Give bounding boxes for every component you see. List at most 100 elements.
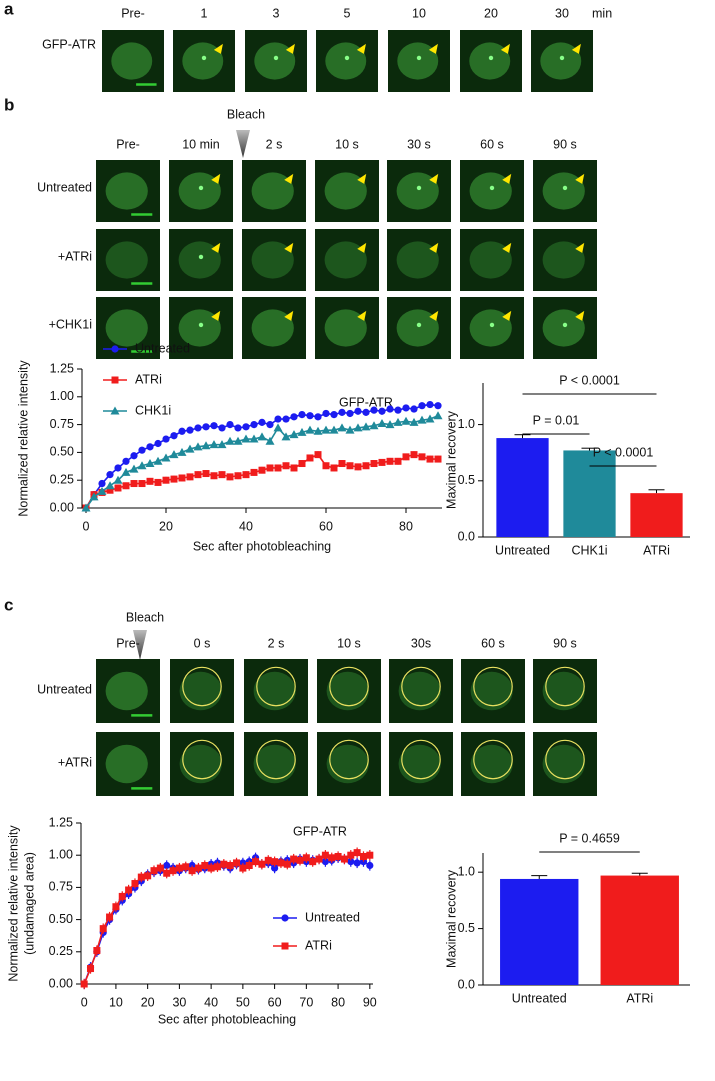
nucleus	[540, 42, 582, 80]
focus	[416, 55, 422, 61]
x-tick-label: 50	[236, 995, 250, 1009]
marker	[313, 426, 323, 435]
y-axis-label: Normalized relative intensity	[16, 360, 30, 517]
marker	[178, 427, 186, 435]
marker	[282, 462, 290, 470]
nucleus	[251, 241, 294, 279]
marker	[226, 421, 234, 429]
marker	[321, 425, 331, 434]
x-tick-label: 40	[239, 519, 253, 533]
x-tick-label: 10	[109, 995, 123, 1009]
legend-label: Untreated	[135, 341, 190, 355]
nucleus	[542, 744, 585, 784]
arrowhead	[502, 310, 512, 321]
marker	[131, 880, 139, 888]
marker	[258, 860, 266, 868]
marker	[290, 464, 298, 472]
bleach-roi	[182, 666, 222, 707]
marker	[249, 434, 259, 443]
marker	[234, 472, 242, 480]
row-label: GFP-ATR	[42, 37, 96, 51]
time-label: 20	[484, 6, 498, 20]
arrowhead	[500, 43, 510, 54]
x-axis-label: Sec after photobleaching	[193, 539, 331, 553]
nucleus	[111, 42, 153, 80]
marker	[329, 425, 339, 434]
x-tick-label: 0	[81, 995, 88, 1009]
bar	[600, 875, 679, 985]
y-tick-label: 0.0	[458, 977, 475, 991]
marker	[330, 410, 338, 419]
y-tick-label: 0.75	[50, 417, 74, 431]
marker	[433, 411, 443, 420]
nucleus	[469, 42, 511, 80]
nucleus	[542, 309, 585, 347]
marker	[393, 417, 403, 426]
bleach-roi	[329, 666, 369, 707]
marker	[146, 443, 154, 451]
marker	[418, 402, 426, 410]
nucleus	[542, 241, 585, 279]
marker	[378, 407, 386, 415]
marker	[289, 430, 299, 439]
marker	[394, 457, 402, 465]
arrowhead	[213, 43, 223, 54]
bar	[500, 878, 579, 985]
marker	[89, 492, 99, 501]
panel-letter: c	[4, 595, 13, 614]
marker	[282, 415, 290, 423]
bleach-roi	[182, 739, 222, 780]
marker	[81, 503, 91, 512]
marker	[322, 409, 330, 418]
nucleus	[326, 671, 369, 711]
marker	[271, 858, 279, 866]
marker	[242, 423, 250, 431]
marker	[201, 862, 209, 870]
nucleus	[398, 744, 441, 784]
nucleus	[182, 42, 224, 80]
y-tick-label: 0.5	[458, 473, 475, 487]
marker	[98, 479, 106, 488]
marker	[114, 484, 122, 492]
time-label: 90 s	[553, 636, 577, 650]
bleach-roi	[256, 739, 296, 780]
bleach-roi	[473, 739, 513, 780]
bar	[496, 438, 549, 537]
nucleus	[105, 744, 148, 784]
legend-label: ATRi	[305, 938, 332, 952]
marker	[177, 447, 187, 456]
marker	[386, 457, 394, 465]
marker	[130, 480, 138, 488]
bleach-roi	[473, 666, 513, 707]
marker	[250, 468, 258, 476]
y-tick-label: 0.25	[49, 944, 73, 958]
marker	[185, 444, 195, 453]
marker	[233, 859, 241, 867]
bar	[630, 493, 683, 537]
nucleus	[178, 172, 221, 210]
y-tick-label: 1.25	[50, 361, 74, 375]
time-label: 10	[412, 6, 426, 20]
marker	[169, 450, 179, 459]
row-label: +CHK1i	[49, 317, 92, 331]
bleach-roi	[401, 739, 441, 780]
marker	[386, 405, 394, 413]
marker	[353, 859, 361, 867]
time-label: 30 s	[407, 137, 431, 151]
time-label: 60 s	[481, 636, 505, 650]
marker	[252, 858, 260, 866]
time-label: 2 s	[266, 137, 283, 151]
marker	[346, 462, 354, 470]
x-tick-label: ATRi	[626, 991, 653, 1005]
x-tick-label: 20	[141, 995, 155, 1009]
marker	[345, 425, 355, 434]
row-label: +ATRi	[58, 249, 92, 263]
x-tick-label: 60	[268, 995, 282, 1009]
arrowhead	[429, 173, 439, 184]
marker	[274, 415, 282, 423]
marker	[213, 863, 221, 871]
y-tick-label: 1.0	[458, 864, 475, 878]
nucleus	[251, 172, 294, 210]
marker	[186, 473, 194, 481]
marker	[169, 867, 177, 875]
